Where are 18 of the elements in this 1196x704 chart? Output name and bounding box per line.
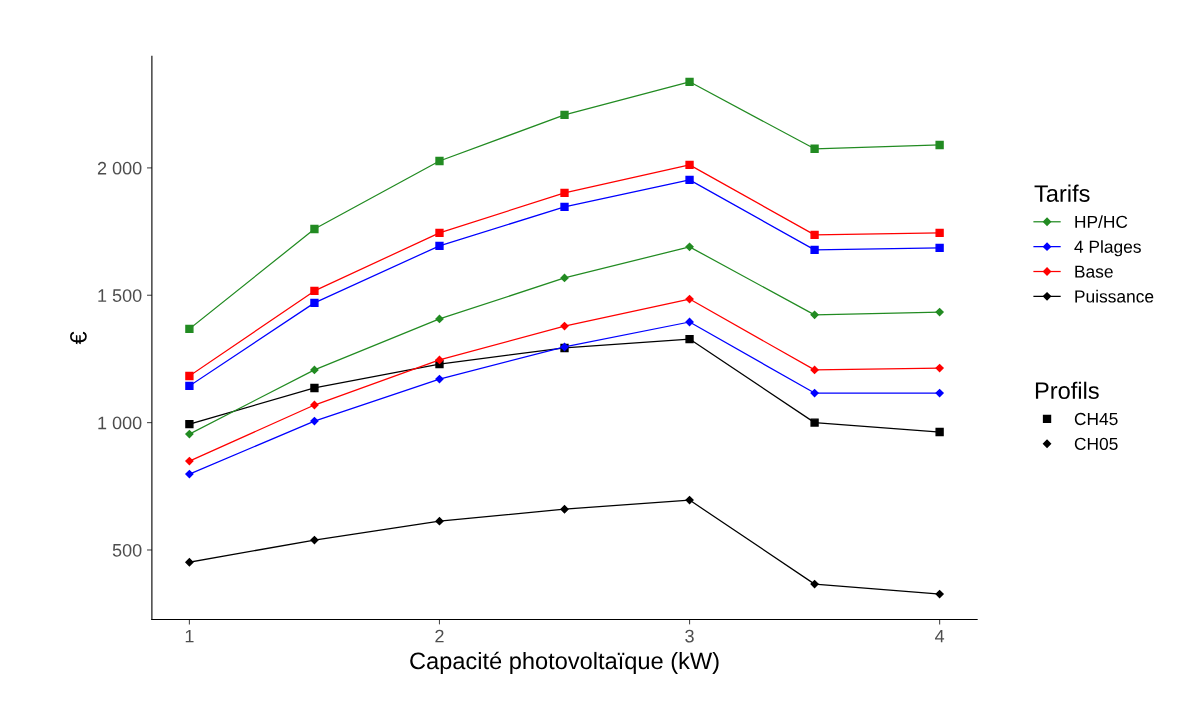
y-tick-label: 1 500 (98, 289, 142, 302)
legend-label: Base (1075, 265, 1113, 278)
y-tick-label: 500 (112, 543, 142, 557)
text: Profils (1035, 381, 1099, 400)
legend-label: HP/HC (1075, 215, 1128, 229)
x-tick-label: 3 (685, 629, 694, 643)
y-tick-label: 1 000 (98, 416, 142, 430)
text: CH05 (1074, 437, 1118, 451)
x-tick-label: 2 (435, 629, 444, 643)
y-tick-label: 2 000 (97, 161, 142, 175)
x-tick-label: 4 (935, 629, 945, 643)
x-axis-title: Capacité photovoltaïque (kW) (410, 651, 719, 674)
legend-title: Tarifs (1034, 184, 1090, 202)
x-tick-label: 1 (185, 629, 194, 643)
text: CH45 (1074, 412, 1118, 426)
legend-label: Puissance (1075, 289, 1154, 303)
legend-label: 4 Plages (1074, 240, 1141, 257)
y-axis-title: € (70, 331, 87, 345)
